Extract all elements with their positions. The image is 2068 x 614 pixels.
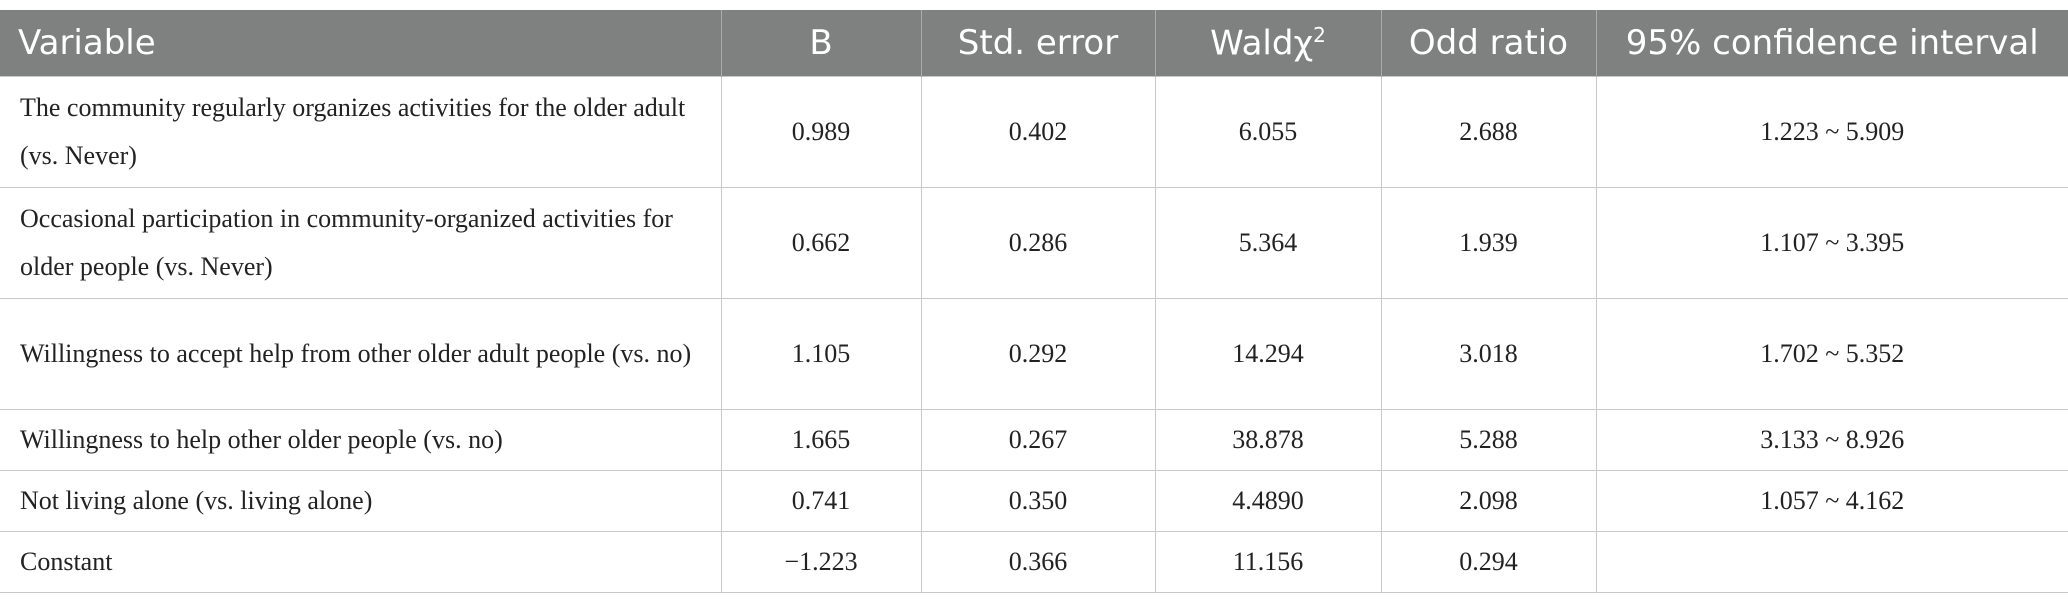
value-cell: 38.878 [1154,409,1382,471]
table-row: Occasional participation in community-or… [0,187,2068,299]
value-cell: 14.294 [1154,298,1382,410]
header-cell: Waldχ2 [1154,10,1381,77]
value-cell: 0.741 [720,470,922,532]
value-cell: 1.107 ~ 3.395 [1595,187,2068,299]
value-cell [1595,531,2068,593]
value-cell: 0.402 [920,76,1156,188]
value-cell: 0.662 [720,187,922,299]
table-row: The community regularly organizes activi… [0,76,2068,188]
header-row: Variable B Std. error Waldχ2 Odd ratio 95% co… [0,10,2068,77]
header-cell: 95% confidence interval [1595,10,2068,77]
table-row: Not living alone (vs. living alone) 0.741… [0,470,2068,532]
variable-cell: Occasional participation in community-or… [0,187,722,299]
value-cell: 5.364 [1154,187,1382,299]
value-cell: 3.133 ~ 8.926 [1595,409,2068,471]
header-cell: B [720,10,921,77]
value-cell: 2.688 [1380,76,1597,188]
value-cell: 1.057 ~ 4.162 [1595,470,2068,532]
value-cell: 0.989 [720,76,922,188]
value-cell: 6.055 [1154,76,1382,188]
value-cell: 0.294 [1380,531,1597,593]
header-cell: Odd ratio [1380,10,1596,77]
variable-cell: Not living alone (vs. living alone) [0,470,722,532]
value-cell: 0.350 [920,470,1156,532]
table-row: Willingness to accept help from other ol… [0,298,2068,410]
header-cell: Variable [0,10,721,77]
value-cell: 2.098 [1380,470,1597,532]
value-cell: 1.105 [720,298,922,410]
table-body: The community regularly organizes activi… [0,76,2068,593]
value-cell: 1.939 [1380,187,1597,299]
value-cell: 5.288 [1380,409,1597,471]
header-text: Waldχ [1210,23,1314,64]
variable-cell: The community regularly organizes activi… [0,76,722,188]
value-cell: 0.286 [920,187,1156,299]
value-cell: 0.366 [920,531,1156,593]
regression-table: Variable B Std. error Waldχ2 Odd ratio 95% co… [0,10,2068,593]
value-cell: 1.223 ~ 5.909 [1595,76,2068,188]
value-cell: 3.018 [1380,298,1597,410]
variable-cell: Willingness to accept help from other ol… [0,298,722,410]
value-cell: 1.665 [720,409,922,471]
table-row: Constant −1.223 0.366 11.156 0.294 [0,531,2068,593]
value-cell: 0.267 [920,409,1156,471]
value-cell: 1.702 ~ 5.352 [1595,298,2068,410]
value-cell: 11.156 [1154,531,1382,593]
value-cell: −1.223 [720,531,922,593]
header-superscript: 2 [1313,22,1326,47]
variable-cell: Constant [0,531,722,593]
header-cell: Std. error [920,10,1155,77]
table-wrap: Variable B Std. error Waldχ2 Odd ratio 95% co… [0,10,2068,593]
table-row: Willingness to help other older people (… [0,409,2068,471]
value-cell: 0.292 [920,298,1156,410]
value-cell: 4.4890 [1154,470,1382,532]
variable-cell: Willingness to help other older people (… [0,409,722,471]
